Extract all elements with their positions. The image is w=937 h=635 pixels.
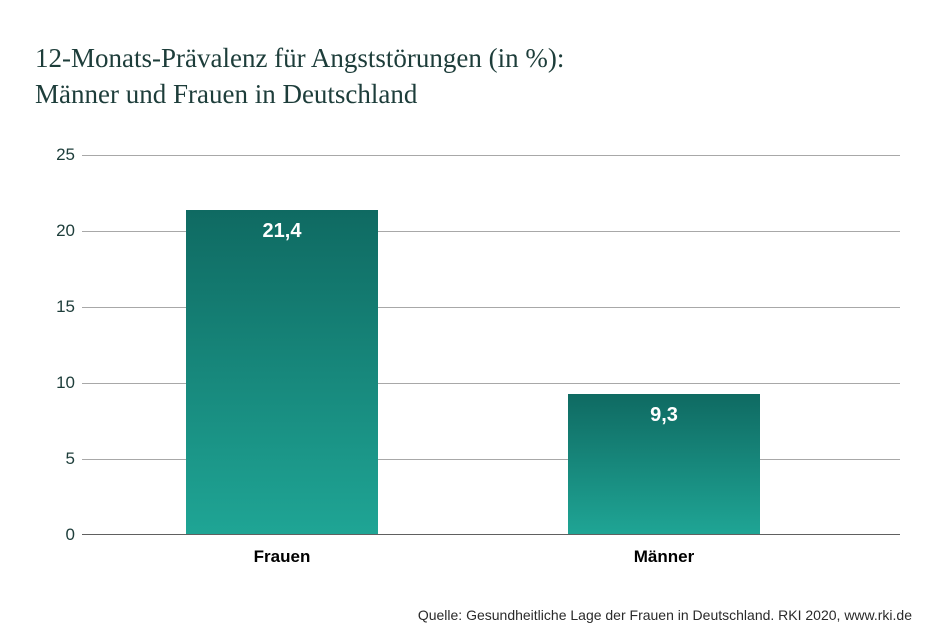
bar-value-label: 21,4 (186, 220, 378, 243)
y-tick-label: 10 (41, 373, 75, 393)
y-tick-label: 0 (41, 525, 75, 545)
x-category-label: Frauen (202, 547, 362, 567)
y-tick-label: 20 (41, 221, 75, 241)
title-line-1: 12-Monats-Prävalenz für Angststörungen (… (35, 43, 564, 73)
y-tick-label: 5 (41, 449, 75, 469)
source-citation: Quelle: Gesundheitliche Lage der Frauen … (418, 607, 912, 623)
bar-männer: 9,3 (568, 394, 760, 535)
y-tick-label: 15 (41, 297, 75, 317)
x-axis-line (82, 534, 900, 535)
plot-region: 21,4 9,3 (82, 155, 900, 535)
bar-value-label: 9,3 (568, 404, 760, 427)
x-category-label: Männer (584, 547, 744, 567)
gridline (82, 155, 900, 156)
chart-area: 0510152025 21,49,3 FrauenMänner (40, 155, 900, 565)
title-line-2: Männer und Frauen in Deutschland (35, 79, 417, 109)
bar-frauen: 21,4 (186, 210, 378, 535)
chart-container: 12-Monats-Prävalenz für Angststörungen (… (0, 0, 937, 635)
y-tick-label: 25 (41, 145, 75, 165)
chart-title: 12-Monats-Prävalenz für Angststörungen (… (35, 40, 902, 113)
